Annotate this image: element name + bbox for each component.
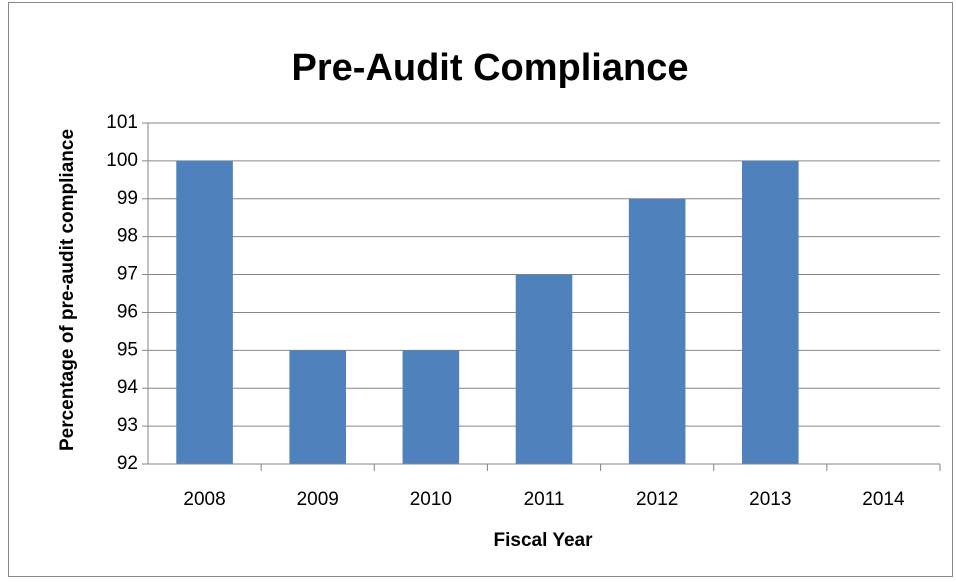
y-tick-label: 93: [117, 415, 138, 436]
bar: [402, 350, 460, 464]
y-tick-label: 101: [106, 112, 138, 133]
x-tick-label: 2009: [297, 489, 339, 510]
y-tick-label: 98: [117, 226, 138, 247]
bar: [176, 160, 233, 464]
y-tick-label: 96: [117, 301, 138, 322]
y-axis-label: Percentage of pre-audit compliance: [57, 129, 78, 451]
chart-title: Pre-Audit Compliance: [292, 47, 689, 89]
y-tick-label: 92: [117, 453, 138, 474]
x-tick-label: 2008: [183, 489, 225, 510]
x-tick-label: 2010: [410, 489, 452, 510]
y-tick-label: 97: [117, 264, 138, 285]
y-tick-label: 95: [117, 339, 138, 360]
x-tick-label: 2011: [524, 489, 565, 510]
bar: [289, 350, 346, 464]
x-tick-label: 2012: [636, 489, 678, 510]
x-tick-label: 2014: [862, 489, 905, 510]
bar: [742, 160, 799, 464]
x-axis-label: Fiscal Year: [494, 530, 594, 551]
bar: [628, 198, 686, 464]
x-tick-label: 2013: [749, 489, 791, 510]
y-tick-label: 94: [117, 377, 139, 398]
bar: [515, 274, 573, 464]
y-tick-label: 100: [106, 150, 138, 171]
y-tick-label: 99: [117, 188, 138, 209]
